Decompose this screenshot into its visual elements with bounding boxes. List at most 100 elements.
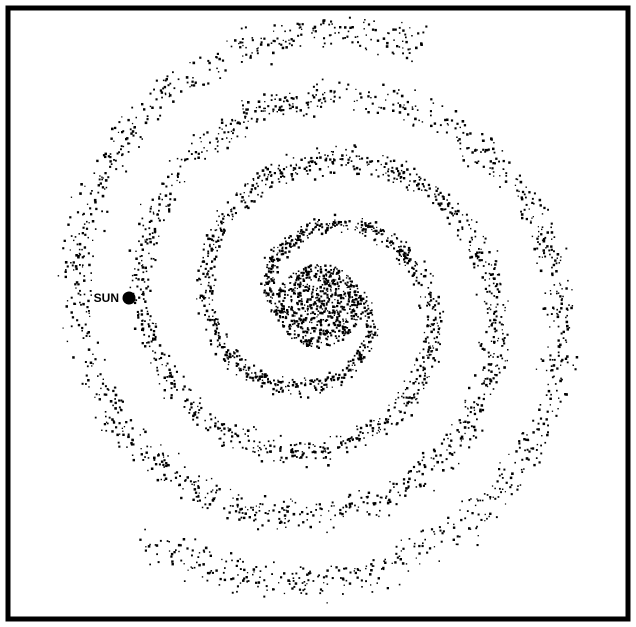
star [499,283,501,285]
star [429,301,430,302]
star [120,148,122,150]
star [166,376,168,378]
star [266,283,267,284]
star [133,135,135,137]
star [303,278,305,280]
star [310,279,312,281]
star [308,443,311,446]
star [343,297,344,298]
star [296,98,297,99]
star [320,324,322,326]
star [551,249,553,251]
star [206,234,209,237]
star [213,266,215,268]
star [209,304,210,305]
star [313,218,315,220]
star [400,249,402,251]
star [239,41,241,43]
star [163,466,165,468]
star [367,227,368,228]
star [425,382,427,384]
star [393,160,395,162]
star [184,466,186,468]
star [489,291,491,293]
star [349,17,351,19]
star [159,344,162,347]
star [316,290,317,291]
star [468,427,470,429]
star [251,52,252,53]
star [237,136,239,138]
star [192,549,194,551]
star [534,192,536,194]
star [355,572,357,574]
star [354,570,355,571]
star [434,194,435,195]
star [270,249,272,251]
star [348,159,350,161]
star [298,336,300,338]
star [243,569,245,571]
star [554,236,556,238]
star [332,154,333,155]
star [147,115,149,117]
star [350,284,352,286]
star [206,273,209,276]
star [410,470,412,472]
star [202,507,204,509]
star [254,451,256,453]
star [481,259,483,261]
star [219,584,221,586]
star [211,292,214,295]
star [402,172,404,174]
star [242,55,243,56]
star [366,336,368,338]
star [417,183,420,186]
star [430,326,431,327]
star [417,109,419,111]
star [223,444,225,446]
star [329,299,331,301]
star [359,356,361,358]
star [497,250,499,252]
star [516,190,518,192]
star [363,303,365,305]
star [560,401,562,403]
star [505,503,506,504]
star [489,285,491,287]
star [357,228,358,229]
star [318,278,320,280]
star [318,336,321,339]
star [548,250,550,252]
star [207,238,210,241]
star [397,170,399,172]
star [335,279,336,280]
star [437,188,439,190]
star [343,516,344,517]
star [398,392,399,393]
star [293,244,296,247]
star [295,573,297,575]
star [529,208,530,209]
star [343,568,344,569]
star [273,561,275,563]
star [258,100,261,103]
star [471,219,472,220]
star [434,533,435,534]
star [166,365,167,366]
star [320,329,322,331]
star [336,268,338,270]
star [337,313,340,316]
star [429,354,431,356]
star [293,513,296,516]
star [238,368,239,369]
star [280,244,282,246]
star [466,220,468,222]
star [518,440,520,442]
star [566,321,569,324]
star [471,151,473,153]
star [346,88,348,90]
star [460,239,462,241]
star [365,315,367,317]
star [390,245,392,247]
